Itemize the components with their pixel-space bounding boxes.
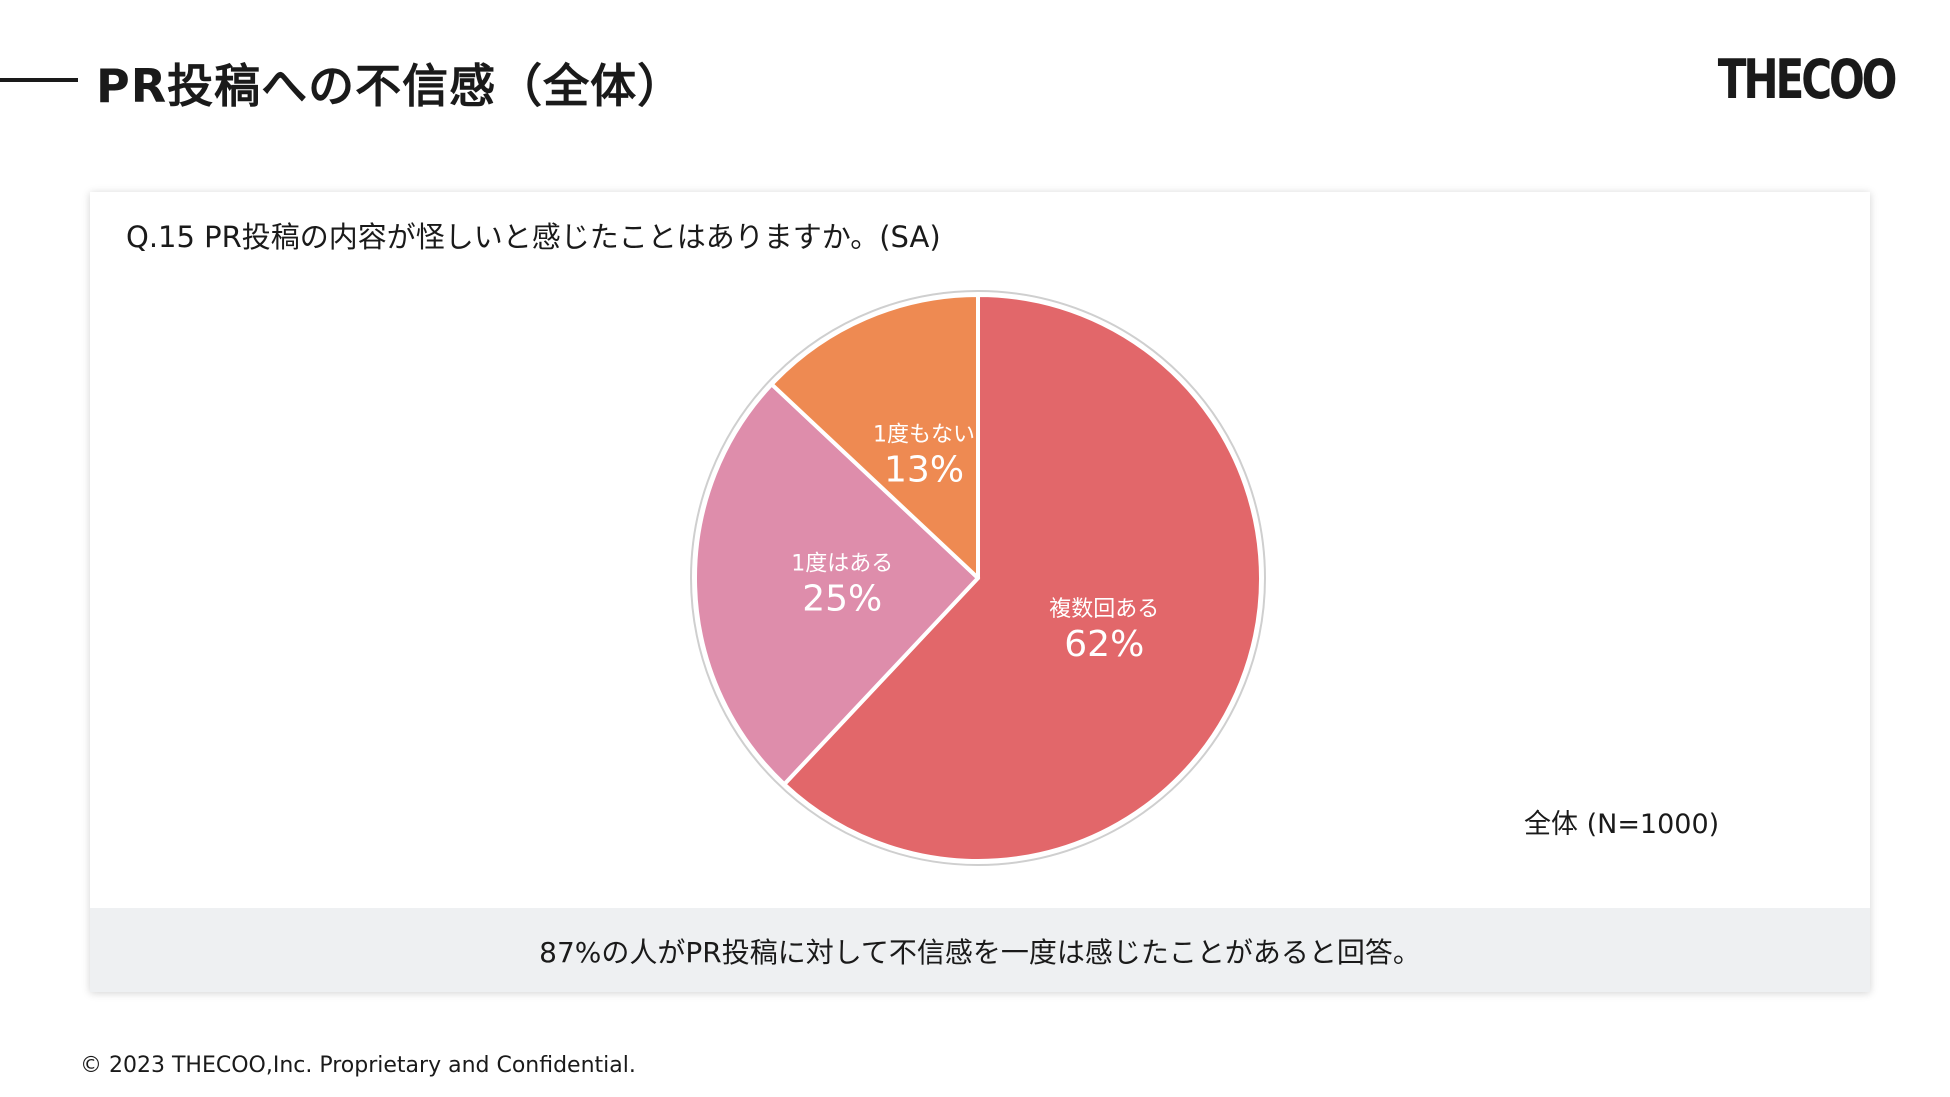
copyright-footer: © 2023 THECOO,Inc. Proprietary and Confi… bbox=[80, 1053, 636, 1078]
page-title: PR投稿への不信感（全体） bbox=[96, 59, 685, 113]
chart-card: Q.15 PR投稿の内容が怪しいと感じたことはありますか。(SA) 複数回ある 6… bbox=[90, 192, 1870, 992]
question-text: Q.15 PR投稿の内容が怪しいと感じたことはありますか。(SA) bbox=[126, 220, 941, 254]
pie-slice-value-0: 62% bbox=[1064, 624, 1144, 665]
pie-slice-1 bbox=[693, 382, 980, 787]
summary-bar: 87%の人がPR投稿に対して不信感を一度は感じたことがあると回答。 bbox=[90, 908, 1870, 992]
pie-slice-0 bbox=[782, 293, 1263, 863]
brand-logo: THECOO bbox=[1717, 48, 1897, 111]
pie-slice-value-1: 25% bbox=[802, 578, 882, 619]
pie-slice-value-2: 13% bbox=[884, 449, 964, 490]
pie-slice-label-1: 1度はある bbox=[791, 551, 893, 576]
sample-size-label: 全体 (N=1000) bbox=[1524, 809, 1720, 840]
pie-slice-label-2: 1度もない bbox=[873, 422, 975, 447]
pie-outline bbox=[690, 290, 1266, 866]
summary-text: 87%の人がPR投稿に対して不信感を一度は感じたことがあると回答。 bbox=[539, 936, 1421, 969]
pie-slices bbox=[690, 290, 1266, 866]
pie-slice-label-0: 複数回ある bbox=[1049, 597, 1159, 622]
pie-slice-2 bbox=[769, 293, 980, 580]
title-rule bbox=[0, 78, 78, 82]
